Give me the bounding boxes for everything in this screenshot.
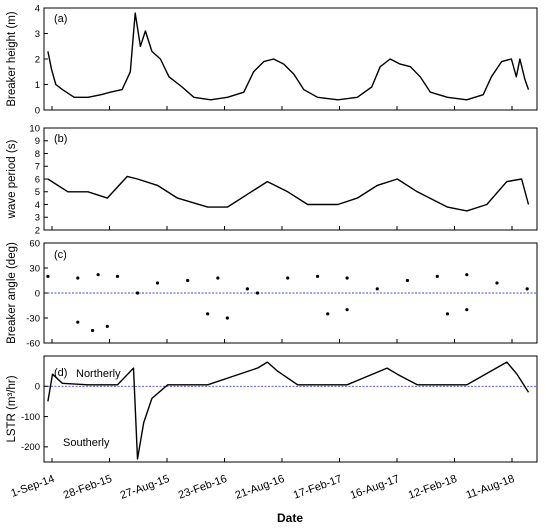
data-point: [76, 320, 80, 324]
data-point: [76, 276, 80, 280]
data-point: [105, 324, 109, 328]
data-point: [96, 273, 100, 277]
y-tick-label: -30: [26, 313, 40, 324]
x-tick-label: 17-Feb-17: [292, 473, 344, 502]
y-tick-label: 10: [29, 123, 40, 134]
data-point: [405, 278, 410, 283]
data-point: [186, 278, 190, 283]
y-tick-label: 2: [35, 54, 40, 65]
series-line: [47, 361, 530, 460]
panel-b-tag: (b): [54, 133, 67, 145]
series-line: [47, 12, 530, 101]
data-point: [216, 276, 220, 280]
panel-a-ylabel: Breaker height (m): [6, 11, 18, 106]
data-point: [465, 273, 469, 277]
y-tick-label: 4: [35, 3, 40, 14]
data-point: [345, 308, 349, 312]
axes-ticks: 012342345678910-60-3003060-200-10001-Sep…: [9, 3, 516, 502]
y-tick-label: 6: [35, 174, 40, 185]
x-tick-label: 12-Feb-18: [407, 473, 459, 502]
data-point: [225, 316, 229, 320]
x-axis-title: Date: [277, 511, 303, 525]
data-point: [345, 276, 349, 280]
y-tick-label: 7: [35, 162, 40, 173]
x-tick-label: 28-Feb-15: [62, 473, 114, 502]
data-point: [375, 287, 379, 291]
panel-c-ylabel: Breaker angle (deg): [6, 242, 18, 344]
y-tick-label: 9: [35, 136, 40, 147]
y-tick-label: 0: [35, 288, 40, 299]
data-point: [495, 281, 499, 285]
annotation-northerly: Northerly: [76, 368, 121, 380]
x-tick-label: 16-Aug-17: [349, 473, 401, 502]
data-point: [206, 312, 210, 316]
panel-b-data: [47, 175, 530, 212]
x-tick-label: 11-Aug-18: [464, 473, 516, 502]
x-tick-label: 27-Aug-15: [119, 473, 171, 502]
y-tick-label: 5: [35, 187, 40, 198]
y-tick-label: -100: [21, 412, 40, 423]
panel-d-tag: (d): [54, 367, 67, 379]
x-tick-label: 1-Sep-14: [9, 473, 56, 500]
data-point: [445, 312, 450, 316]
data-point: [435, 274, 439, 278]
y-tick-label: 3: [35, 29, 40, 40]
series-line: [47, 175, 530, 212]
y-tick-label: 3: [35, 213, 40, 224]
y-tick-label: 0: [35, 382, 40, 393]
panel-a-frame: [43, 7, 538, 111]
data-point: [326, 312, 330, 316]
y-tick-label: 8: [35, 149, 40, 160]
data-point: [465, 308, 469, 312]
data-point: [255, 291, 260, 295]
panel-d-frame: [43, 355, 538, 463]
x-tick-label: 21-Aug-16: [234, 473, 286, 502]
panel-b-ylabel: wave period (s): [6, 140, 18, 220]
panel-a-data: [47, 12, 530, 101]
y-tick-label: 0: [35, 105, 40, 116]
y-tick-label: -200: [21, 442, 40, 453]
panel-d-data: [44, 361, 537, 460]
y-tick-label: 2: [35, 225, 40, 236]
data-point: [135, 291, 140, 295]
annotation-southerly: Southerly: [63, 437, 110, 449]
data-point: [115, 274, 120, 278]
data-point: [90, 328, 95, 333]
y-tick-label: 4: [35, 200, 40, 211]
data-point: [245, 287, 249, 291]
panel-c-data: [44, 273, 537, 333]
data-point: [525, 287, 529, 291]
y-tick-label: 60: [29, 238, 40, 249]
data-point: [155, 281, 160, 285]
data-point: [46, 274, 50, 278]
panel-c-tag: (c): [54, 249, 67, 261]
panel-d-ylabel: LSTR (m³/hr): [6, 375, 18, 442]
y-tick-label: 1: [35, 80, 40, 91]
y-tick-label: 30: [29, 263, 40, 274]
data-point: [315, 274, 320, 278]
panel-b-frame: [43, 127, 538, 231]
y-tick-label: -60: [26, 338, 40, 349]
x-tick-label: 23-Feb-16: [177, 473, 229, 502]
data-point: [286, 276, 290, 280]
panel-a-tag: (a): [54, 13, 67, 25]
